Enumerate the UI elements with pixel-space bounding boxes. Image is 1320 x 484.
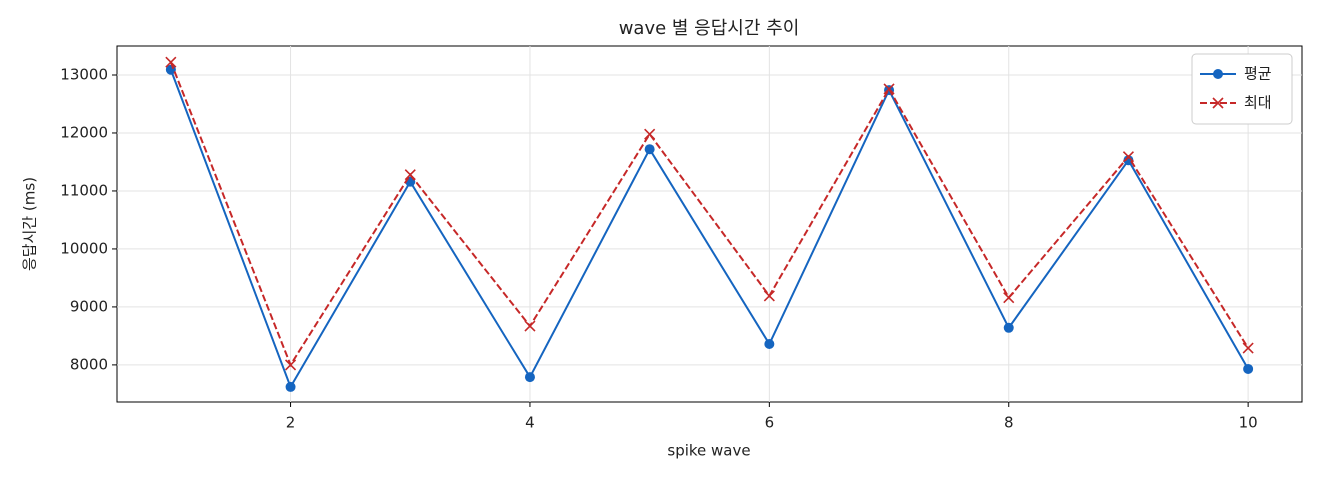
point-marker [1123, 155, 1134, 166]
point-marker [1122, 151, 1135, 163]
point-marker [285, 381, 296, 392]
y-tick-label: 9000 [70, 297, 108, 315]
y-tick-label: 13000 [60, 65, 108, 83]
point-marker [1242, 342, 1254, 354]
series-line [169, 69, 1250, 390]
point-marker [1003, 292, 1015, 304]
point-marker [883, 83, 895, 95]
point-marker [644, 144, 655, 155]
point-marker [404, 169, 416, 181]
x-tick-label: 4 [525, 414, 535, 432]
point-marker [524, 372, 535, 383]
y-axis-label: 응답시간 (ms) [21, 177, 39, 271]
series-line [169, 61, 1249, 368]
x-tick-label: 8 [1004, 414, 1014, 432]
point-marker [763, 290, 775, 302]
point-marker [1243, 363, 1254, 374]
point-marker [284, 359, 297, 371]
x-tick-label: 10 [1239, 414, 1258, 432]
legend-label: 최대 [1244, 94, 1272, 112]
legend-box [1191, 53, 1293, 125]
y-tick-label: 8000 [70, 355, 108, 373]
point-marker [165, 56, 177, 68]
x-tick-label: 2 [286, 414, 296, 432]
y-tick-label: 10000 [60, 239, 108, 257]
y-tick-label: 12000 [60, 123, 108, 141]
x-tick-label: 6 [765, 414, 775, 432]
legend-marker [1212, 97, 1224, 109]
y-tick-label: 11000 [60, 181, 108, 199]
point-marker [1003, 322, 1014, 333]
x-axis-label: spike wave [667, 442, 750, 460]
point-marker [644, 128, 656, 140]
legend-label: 평균 [1244, 65, 1272, 83]
point-marker [764, 339, 775, 350]
plot-frame [116, 45, 1303, 403]
point-marker [524, 320, 536, 332]
legend-marker [1213, 69, 1223, 79]
chart-title: wave 별 응답시간 추이 [619, 18, 800, 39]
